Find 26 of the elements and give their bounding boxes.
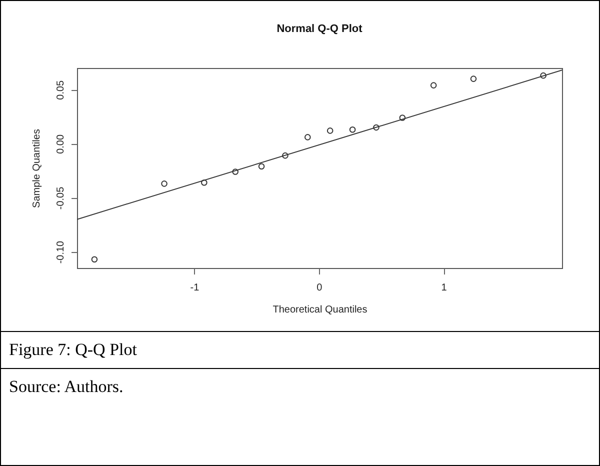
point [349, 126, 356, 133]
y-tick-label: -0.10 [56, 240, 66, 264]
caption: Figure 7: Q-Q Plot [1, 331, 599, 368]
source-note: Source: Authors. [1, 368, 599, 405]
point [201, 179, 208, 186]
point [232, 168, 238, 175]
point [470, 76, 477, 82]
point [258, 163, 265, 170]
point [430, 82, 437, 88]
point [161, 180, 168, 187]
x-tick-label: -1 [190, 282, 200, 294]
y-tick-label: 0.00 [56, 134, 66, 154]
point [282, 152, 288, 159]
chart-title: Normal Q-Q Plot [276, 23, 363, 35]
x-tick-label: 1 [441, 282, 448, 294]
point [326, 128, 334, 134]
point [540, 72, 546, 79]
x-tick-label: 0 [316, 282, 323, 294]
point [399, 114, 406, 121]
y-axis-title: Sample Quantiles [32, 129, 42, 208]
x-axis-title: Theoretical Quantiles [272, 304, 368, 316]
point [373, 124, 380, 131]
y-tick-label: -0.05 [56, 186, 66, 210]
point [304, 134, 311, 140]
point [91, 256, 98, 262]
y-tick-label: 0.05 [56, 80, 66, 100]
